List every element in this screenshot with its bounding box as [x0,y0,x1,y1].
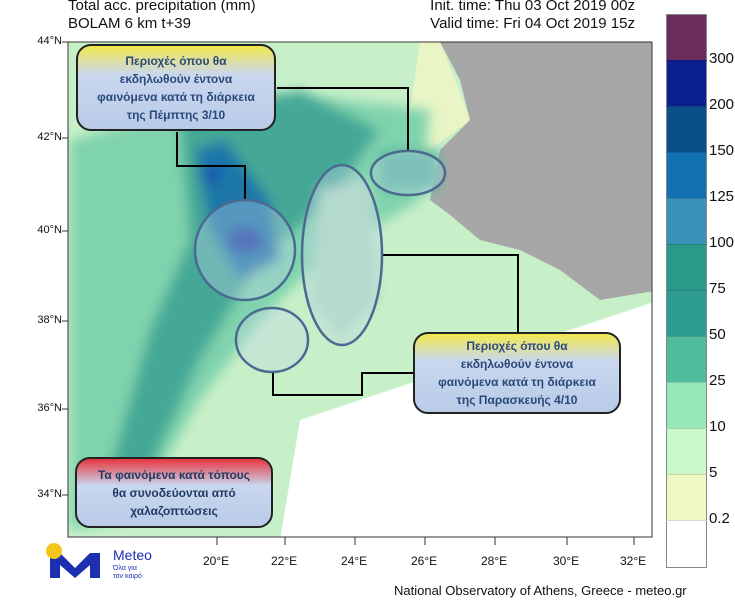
colorbar-band [666,382,707,429]
colorbar-label: 10 [709,418,726,435]
colorbar-band [666,428,707,475]
ellipse-central [300,163,384,347]
init-time: Init. time: Thu 03 Oct 2019 00z [430,0,635,14]
callout-hail: Τα φαινόμενα κατά τόπους θα συνοδεύονται… [76,458,272,527]
colorbar-label: 100 [709,234,735,251]
footer-credit: National Observatory of Athens, Greece -… [394,583,687,598]
land-turkey [430,42,652,300]
callout-line: εκδηλωθούν έντονα [460,357,574,371]
colorbar-band [666,336,707,383]
colorbar-band [666,106,707,153]
ellipse-thrace [369,149,447,197]
colorbar-band [666,14,707,61]
callout-line: Τα φαινόμενα κατά τόπους [97,467,251,482]
callout-line: εκδηλωθούν έντονα [119,71,233,86]
colorbar-band [666,474,707,521]
callout-line: θα συνοδεύονται από [112,485,236,500]
callout-thursday-bg [76,44,276,131]
colorbar-band [666,198,707,245]
callout-friday: Περιοχές όπου θα εκδηλωθούν έντονα φαινό… [414,333,620,413]
ellipse-peloponnese [234,306,310,374]
lon-label: 30°E [553,554,580,568]
lat-label: 38°N [37,314,62,326]
callout-thursday: Περιοχές όπου θα εκδηλωθούν έντονα φαινό… [77,45,275,130]
colorbar-label: 0.2 [709,510,730,527]
valid-time: Valid time: Fri 04 Oct 2019 15z [430,15,635,32]
colorbar-label: 125 [709,188,735,205]
lon-label: 22°E [271,554,298,568]
lon-label: 26°E [411,554,438,568]
colorbar-label: 150 [709,142,735,159]
lon-label: 28°E [481,554,508,568]
axis-ticks [62,41,635,545]
callout-line: Περιοχές όπου θα [466,339,568,353]
logo-tagline: Όλα για τον καιρό [113,565,142,581]
colorbar-label: 25 [709,372,726,389]
callout-line: της Πέμπτης 3/10 [126,107,226,122]
warning-ellipses [193,149,447,374]
ellipse-epirus [193,198,297,302]
precip-field [70,90,440,530]
callout-line: χαλαζοπτώσεις [130,503,218,518]
logo-tagline-1: Όλα για [113,565,137,572]
colorbar-band [666,290,707,337]
colorbar-label: 300 [709,50,735,67]
lon-label: 24°E [341,554,368,568]
colorbar-label: 50 [709,326,726,343]
callout-line: της Παρασκευής 4/10 [456,393,578,407]
lon-label: 20°E [203,554,230,568]
chart-title: Total acc. precipitation (mm) [68,0,256,14]
colorbar-band [666,244,707,291]
logo-tagline-2: τον καιρό [113,573,142,580]
colorbar-label: 75 [709,280,726,297]
callout-friday-bg [413,332,621,414]
callout-line: φαινόμενα κατά τη διάρκεια [97,89,255,104]
colorbar-band [666,520,707,568]
colorbar-band [666,152,707,199]
lat-label: 36°N [37,402,62,414]
logo-m [50,553,100,578]
callout-line: Περιοχές όπου θα [125,53,227,68]
lon-label: 32°E [620,554,647,568]
lat-label: 44°N [37,35,62,47]
warning-boundary-lines [176,87,519,396]
colorbar-band [666,60,707,107]
logo-sun [46,543,62,559]
colorbar-label: 200 [709,96,735,113]
lat-label: 42°N [37,131,62,143]
logo-name: Meteo [113,547,152,563]
logo-graphic [46,543,100,578]
callout-line: φαινόμενα κατά τη διάρκεια [438,375,596,389]
colorbar-label: 5 [709,464,718,481]
callout-hail-bg [75,457,273,528]
map-frame [67,41,653,538]
model-label: BOLAM 6 km t+39 [68,15,191,32]
lat-label: 34°N [37,488,62,500]
lat-label: 40°N [37,224,62,236]
